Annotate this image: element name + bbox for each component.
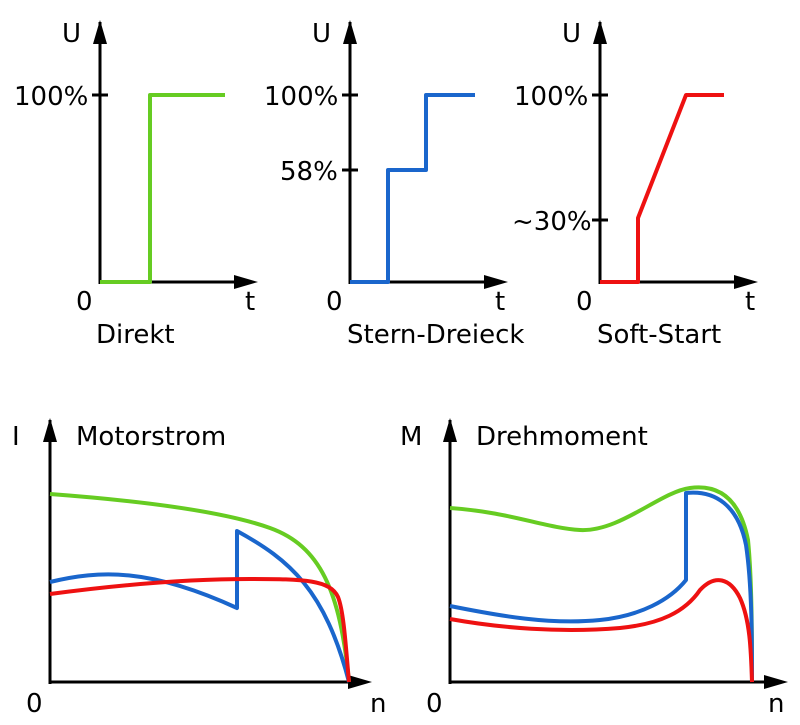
panel-drehmoment: M Drehmoment 0 n	[400, 418, 788, 719]
x-axis-arrow-icon	[484, 275, 508, 289]
x-axis-label: t	[495, 287, 505, 317]
y-axis-label: M	[400, 422, 422, 452]
panel-direkt: U 100% 0 t Direkt	[14, 19, 258, 350]
panel-stern-dreieck: U 100% 58% 0 t Stern-Dreieck	[264, 19, 525, 350]
panel-soft-start: U 100% ~30% 0 t Soft-Start	[512, 19, 758, 350]
panel-motorstrom: I Motorstrom 0 n	[12, 418, 386, 719]
tick-label-30: ~30%	[512, 207, 592, 237]
panel-title: Direkt	[96, 320, 175, 350]
y-axis-arrow-icon	[43, 418, 57, 442]
star-delta-current-curve	[49, 529, 351, 683]
origin-label: 0	[426, 689, 443, 719]
y-axis-label: U	[312, 19, 331, 49]
origin-label: 0	[26, 689, 43, 719]
panel-title: Soft-Start	[597, 320, 721, 350]
direct-current-curve	[49, 492, 351, 683]
y-axis-arrow-icon	[593, 20, 607, 44]
direct-voltage-curve	[100, 93, 225, 284]
panel-title: Stern-Dreieck	[347, 320, 525, 350]
x-axis-label: t	[245, 287, 255, 317]
y-axis-label: I	[12, 422, 20, 452]
y-axis-label: U	[62, 19, 81, 49]
x-axis-arrow-icon	[234, 275, 258, 289]
star-delta-voltage-curve	[350, 93, 475, 284]
x-axis-label: n	[768, 689, 784, 719]
x-axis-arrow-icon	[764, 675, 788, 689]
y-axis-arrow-icon	[93, 20, 107, 44]
origin-label: 0	[576, 287, 593, 317]
y-axis-arrow-icon	[343, 20, 357, 44]
x-axis-label: t	[745, 287, 755, 317]
tick-label-58: 58%	[280, 157, 338, 187]
soft-start-current-curve	[49, 577, 351, 683]
tick-label-100: 100%	[514, 82, 588, 112]
x-axis-label: n	[370, 689, 386, 719]
star-delta-torque-curve	[449, 490, 754, 683]
panel-title: Drehmoment	[476, 422, 648, 452]
origin-label: 0	[76, 287, 93, 317]
soft-start-voltage-curve	[600, 93, 724, 284]
x-axis-arrow-icon	[734, 275, 758, 289]
soft-start-torque-curve	[449, 578, 754, 683]
panel-title: Motorstrom	[76, 422, 226, 452]
x-axis-arrow-icon	[348, 675, 372, 689]
tick-label-100: 100%	[264, 82, 338, 112]
y-axis-arrow-icon	[443, 418, 457, 442]
origin-label: 0	[326, 287, 343, 317]
tick-label-100: 100%	[14, 82, 88, 112]
y-axis-label: U	[562, 19, 581, 49]
